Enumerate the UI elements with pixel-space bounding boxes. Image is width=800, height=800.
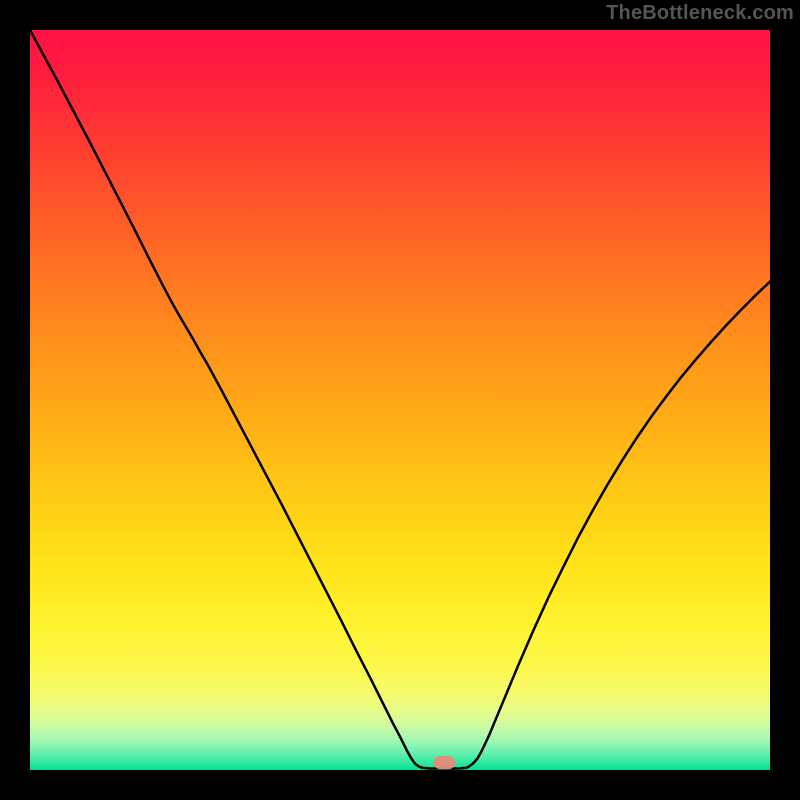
watermark-text: TheBottleneck.com bbox=[606, 2, 794, 25]
chart-container: TheBottleneck.com bbox=[0, 0, 800, 800]
bottleneck-chart bbox=[0, 0, 800, 800]
optimal-point-marker bbox=[433, 756, 455, 769]
plot-background bbox=[30, 30, 770, 770]
